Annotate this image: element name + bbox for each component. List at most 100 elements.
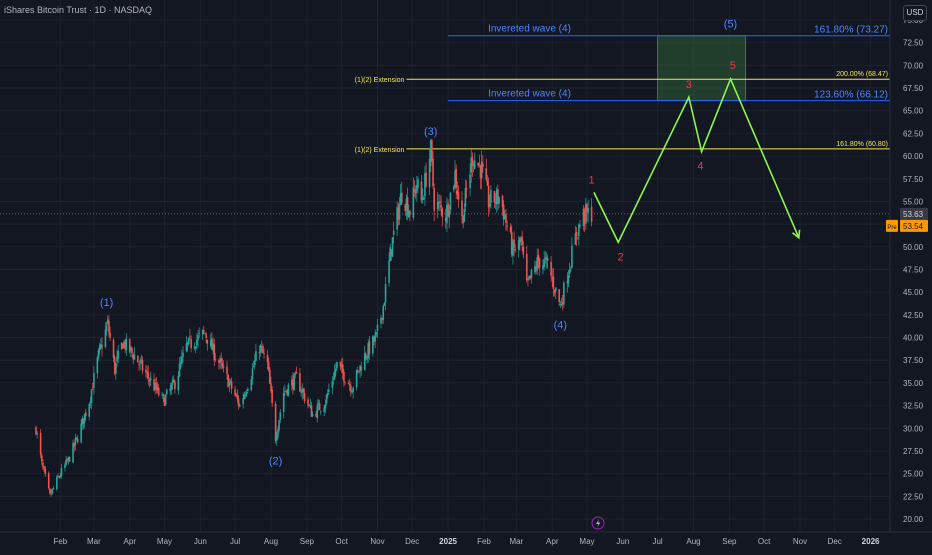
candle-body — [109, 332, 111, 339]
candle-body — [360, 366, 363, 371]
candle-body — [586, 203, 588, 212]
candle-body — [446, 204, 448, 224]
premarket-price-badge — [900, 219, 928, 232]
price-tick-label: 45.00 — [903, 288, 924, 297]
candle-body — [333, 371, 336, 379]
candle-body — [319, 410, 322, 412]
candle-body — [558, 289, 561, 303]
candle-body — [156, 386, 159, 391]
price-tick-label: 50.00 — [903, 243, 924, 252]
candle-body — [590, 206, 593, 222]
candle-body — [448, 210, 451, 218]
fib-level-value: 161.80% (60.80) — [836, 141, 888, 148]
price-tick-label: 30.00 — [903, 424, 924, 433]
candle-body — [494, 201, 497, 204]
time-tick-label: Feb — [53, 537, 67, 546]
candle-body — [302, 388, 305, 393]
candle-body — [341, 364, 344, 373]
candle-body — [59, 475, 62, 478]
candle-body — [552, 276, 555, 289]
time-tick-label: Nov — [370, 537, 384, 546]
wave-labels: (1) (2) (3) (4) (5) 1 2 3 4 5 — [100, 18, 737, 467]
candle-body — [373, 336, 375, 343]
candle-body — [198, 332, 201, 334]
candle-body — [487, 185, 490, 208]
candle-body — [295, 372, 298, 374]
candle-body — [125, 338, 128, 350]
candle-body — [153, 379, 155, 391]
candle-body — [155, 382, 158, 390]
candle-body — [186, 342, 189, 345]
chart-title: iShares Bitcoin Trust · 1D · NASDAQ — [4, 5, 153, 15]
candle-body — [44, 468, 47, 475]
candle-body — [251, 368, 254, 379]
candle-body — [417, 179, 419, 188]
candle-body — [57, 475, 59, 477]
candle-body — [517, 240, 520, 250]
candle-body — [461, 200, 463, 216]
candle-body — [229, 380, 232, 382]
fib-level-label: (1)(2) Extension — [355, 77, 405, 84]
lightning-icon-bolt — [596, 519, 601, 528]
candle-body — [182, 352, 184, 357]
candle-body — [154, 382, 157, 390]
projection-line — [593, 76, 800, 245]
candle-body — [139, 360, 141, 364]
price-tick-label: 35.00 — [903, 379, 924, 388]
candle-body — [576, 237, 579, 239]
candle-body — [546, 258, 549, 261]
candle-body — [42, 462, 44, 468]
candle-body — [247, 388, 249, 391]
candle-body — [255, 351, 257, 362]
candle-body — [133, 354, 136, 360]
candle-body — [480, 161, 483, 179]
candle-body — [374, 334, 376, 342]
time-axis[interactable]: Feb Mar Apr May Jun Jul Aug Sep Oct Nov Dec 2025 Feb… — [0, 531, 932, 546]
candle-body — [472, 164, 475, 166]
candle-body — [285, 390, 287, 392]
time-tick-label: Jun — [194, 537, 207, 546]
wave-label-red: 3 — [686, 79, 692, 91]
candle-body — [355, 370, 358, 388]
candle-body — [206, 339, 209, 345]
candle-body — [465, 188, 468, 190]
price-tick-label: 37.50 — [903, 356, 924, 365]
wave-label-red: 1 — [589, 174, 595, 186]
candle-body — [130, 346, 132, 351]
candle-body — [132, 354, 135, 360]
candle-body — [193, 346, 196, 349]
candle-body — [339, 361, 342, 367]
candle-body — [485, 168, 488, 180]
candle-body — [39, 432, 42, 455]
candle-body — [428, 158, 431, 188]
candle-body — [348, 384, 351, 386]
candle-body — [400, 192, 403, 203]
wave-label-red: 4 — [697, 161, 703, 173]
candle-body — [187, 337, 190, 345]
grid-lines — [0, 0, 890, 532]
fibonacci-levels: 161.80% (73.27) Invereted wave (4) 123.60%… — [355, 24, 890, 154]
candle-body — [35, 427, 37, 435]
time-tick-label: Dec — [828, 537, 842, 546]
candle-body — [115, 363, 117, 374]
candle-body — [575, 232, 578, 237]
candle-body — [293, 374, 295, 391]
fib-level-value: 200.00% (68.47) — [836, 71, 888, 78]
candle-body — [211, 338, 213, 350]
candle-body — [375, 331, 378, 335]
currency-button[interactable]: USD — [903, 5, 927, 21]
price-axis[interactable]: 20.00 22.50 25.00 27.50 30.00 32.50 35.00 37.50… — [886, 0, 932, 550]
candle-body — [104, 329, 107, 348]
candle-body — [399, 193, 402, 206]
candle-body — [237, 398, 240, 406]
candle-body — [352, 387, 354, 392]
candle-body — [161, 393, 163, 395]
candle-body — [506, 225, 508, 227]
time-tick-label: Apr — [124, 537, 137, 546]
candlesticks — [35, 138, 593, 497]
candle-body — [520, 238, 522, 242]
fib-level-value: 161.80% (73.27) — [814, 25, 888, 36]
